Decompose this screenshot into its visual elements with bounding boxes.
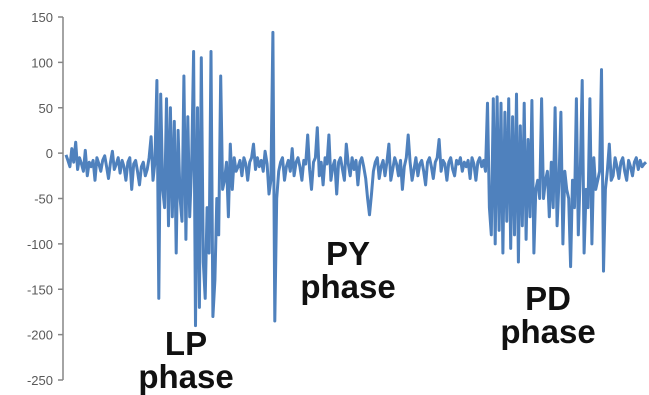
y-tick-group: 150 100 50 0 -50 -100 -150 -200 -250 [27, 10, 63, 388]
y-tick-label: 50 [39, 101, 53, 116]
annotation-line: phase [300, 268, 395, 305]
y-tick-label: -250 [27, 373, 53, 388]
y-tick-label: -100 [27, 237, 53, 252]
annotation-line: PY [326, 235, 370, 272]
series-line [64, 30, 648, 328]
annotation-py-phase: PY phase [300, 235, 395, 305]
y-tick-label: 150 [31, 10, 53, 25]
annotation-line: LP [165, 325, 207, 362]
annotation-line: phase [138, 358, 233, 395]
annotation-line: phase [500, 313, 595, 350]
annotation-lp-phase: LP phase [138, 325, 233, 395]
y-tick-label: 100 [31, 55, 53, 70]
y-tick-label: -150 [27, 282, 53, 297]
annotation-pd-phase: PD phase [500, 280, 595, 350]
annotation-line: PD [525, 280, 571, 317]
y-tick-label: 0 [46, 146, 53, 161]
y-tick-label: -50 [34, 192, 53, 207]
y-tick-label: -200 [27, 328, 53, 343]
